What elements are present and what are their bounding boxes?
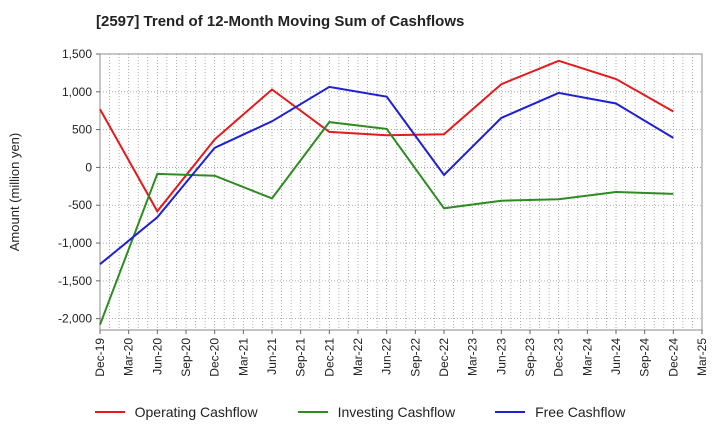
x-tick-label: Dec-23 <box>552 338 566 377</box>
x-tick-label: Jun-21 <box>265 338 279 375</box>
y-axis-label: Amount (million yen) <box>7 133 22 252</box>
x-tick-label: Jun-20 <box>150 338 164 375</box>
y-tick-label: -500 <box>68 198 92 212</box>
legend: Operating Cashflow Investing Cashflow Free… <box>0 404 720 420</box>
series-lines <box>99 59 674 326</box>
x-tick-label: Dec-24 <box>666 338 680 377</box>
legend-label: Investing Cashflow <box>337 404 456 420</box>
x-tick-label: Sep-22 <box>408 338 422 377</box>
y-tick-label: -1,000 <box>58 236 92 250</box>
y-tick-label: 500 <box>72 123 92 137</box>
x-tick-label: Sep-24 <box>638 338 652 377</box>
y-tick-label: 0 <box>85 160 92 174</box>
x-tick-label: Mar-21 <box>236 338 250 376</box>
x-axis-ticks: Dec-19 Mar-20 Jun-20 Sep-20 Dec-20 Mar-21 Jun-… <box>93 330 709 377</box>
x-tick-label: Sep-23 <box>523 338 537 377</box>
x-tick-label: Jun-24 <box>609 338 623 375</box>
x-tick-label: Mar-24 <box>580 338 594 376</box>
legend-item: Free Cashflow <box>495 404 625 420</box>
legend-swatch <box>495 411 526 413</box>
x-tick-label: Jun-22 <box>380 338 394 375</box>
legend-item: Operating Cashflow <box>94 404 258 420</box>
grid <box>99 53 703 330</box>
y-tick-label: 1,500 <box>62 47 92 61</box>
chart-title: [2597] Trend of 12-Month Moving Sum of C… <box>96 13 465 30</box>
x-tick-label: Dec-21 <box>322 338 336 377</box>
x-tick-label: Sep-20 <box>179 338 193 377</box>
legend-swatch <box>297 411 328 413</box>
y-axis-ticks: 1,500 1,000 500 0 -500 -1,000 -1,500 -2,000 <box>58 47 100 326</box>
legend-item: Investing Cashflow <box>297 404 456 420</box>
y-tick-label: 1,000 <box>62 85 92 99</box>
x-tick-label: Dec-20 <box>208 338 222 377</box>
legend-label: Operating Cashflow <box>134 404 258 420</box>
x-tick-label: Jun-23 <box>494 338 508 375</box>
x-tick-label: Dec-19 <box>93 338 107 377</box>
x-tick-label: Mar-22 <box>351 338 365 376</box>
y-tick-label: -2,000 <box>58 312 92 326</box>
x-tick-label: Mar-25 <box>695 338 709 376</box>
x-tick-label: Sep-21 <box>294 338 308 377</box>
legend-label: Free Cashflow <box>535 404 626 420</box>
y-tick-label: -1,500 <box>58 274 92 288</box>
legend-swatch <box>94 411 125 413</box>
x-tick-label: Dec-22 <box>437 338 451 377</box>
x-tick-label: Mar-20 <box>122 338 136 376</box>
x-tick-label: Mar-23 <box>466 338 480 376</box>
